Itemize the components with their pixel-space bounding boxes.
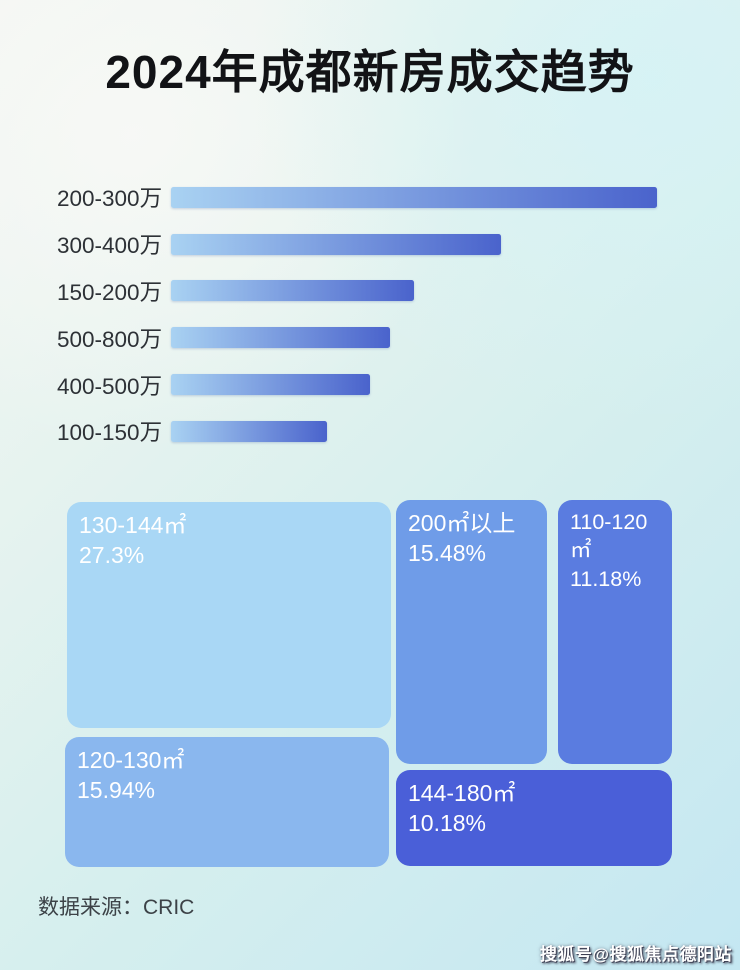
bar-category-label: 100-150万 [57,420,163,446]
treemap-box-label: 130-144㎡ [79,512,187,538]
page-title: 2024年成都新房成交趋势 [105,46,635,98]
bar-category-label: 500-800万 [57,326,163,352]
treemap-box-label: 200㎡以上 [408,510,516,536]
price-band-bar-chart: 200-300万 300-400万 150-200万 500-800万 400-… [57,174,657,455]
data-source-note: 数据来源：CRIC [38,896,195,919]
treemap-box-label: 144-180㎡ [408,780,516,806]
bar-track [171,420,657,442]
treemap-box-label: 110-120㎡ [570,510,648,563]
bar [171,280,414,302]
bar [171,233,502,255]
bar-category-label: 200-300万 [57,186,163,212]
treemap-box-percent: 27.3% [79,542,145,569]
bar [171,327,390,349]
bar-track [171,374,657,396]
sohu-watermark: 搜狐号@搜狐焦点德阳站 [539,945,732,964]
bar-row: 400-500万 [57,361,657,408]
bar-row: 100-150万 [57,408,657,455]
treemap-box-percent: 10.18% [408,810,487,837]
bar-row: 150-200万 [57,268,657,315]
bar-category-label: 400-500万 [57,373,163,399]
bar-row: 300-400万 [57,221,657,268]
bar [171,186,657,208]
treemap-box-percent: 11.18% [570,566,642,591]
treemap-box-percent: 15.48% [408,540,487,567]
treemap-box-label: 120-130㎡ [77,747,185,773]
bar-row: 200-300万 [57,174,657,221]
bar-category-label: 150-200万 [57,279,163,305]
bar-track [171,186,657,208]
bar [171,420,327,442]
bar-track [171,327,657,349]
bar-row: 500-800万 [57,314,657,361]
bar-track [171,233,657,255]
treemap-box-110-120: 110-120㎡ 11.18% [558,500,672,764]
treemap-box-200-plus: 200㎡以上 15.48% [396,500,547,764]
treemap-box-percent: 15.94% [77,777,156,804]
bar-category-label: 300-400万 [57,233,163,259]
treemap-box-120-130: 120-130㎡ 15.94% [65,737,389,867]
treemap-box-144-180: 144-180㎡ 10.18% [396,770,672,866]
unit-size-treemap: 130-144㎡ 27.3% 120-130㎡ 15.94% 200㎡以上 15… [65,498,672,868]
bar-track [171,280,657,302]
treemap-box-130-144: 130-144㎡ 27.3% [67,502,391,728]
bar [171,374,371,396]
